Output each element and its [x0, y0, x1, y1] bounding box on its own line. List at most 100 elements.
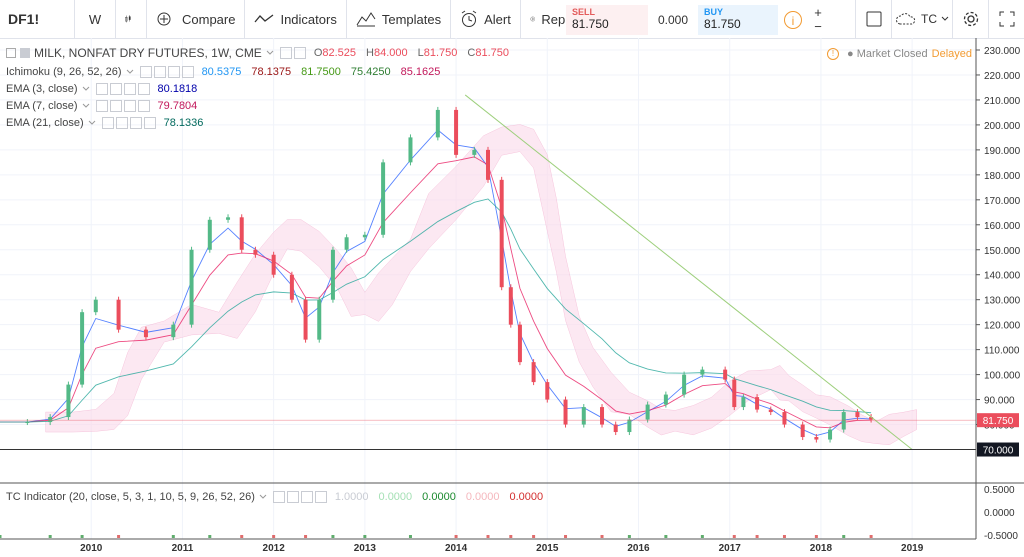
close-value: 81.750: [475, 47, 510, 59]
chevron-down-icon[interactable]: [126, 69, 134, 75]
plus-button[interactable]: +: [814, 5, 822, 20]
ichimoku-buttons[interactable]: [139, 66, 196, 78]
quantity-stepper[interactable]: + −: [810, 6, 826, 34]
candle-body: [755, 397, 760, 410]
cloud-layout-button[interactable]: TC: [891, 0, 952, 38]
price-tick-label: 110.000: [984, 346, 1020, 357]
alert-button[interactable]: Alert: [451, 0, 521, 38]
buy-button[interactable]: BUY 81.750: [698, 5, 778, 35]
time-axis[interactable]: 2010 2011 2012 2013 2014 2015 2016 2017 2018 2019: [80, 543, 924, 554]
ema3-buttons[interactable]: [95, 83, 152, 95]
minus-button[interactable]: −: [814, 19, 822, 34]
tc-mark: [532, 535, 536, 538]
indicators-icon: [254, 14, 274, 23]
last-price-label: 81.750: [977, 413, 1019, 428]
main-legend: MILK, NONFAT DRY FUTURES, 1W, CME O 82.52…: [6, 46, 519, 60]
time-tick-label: 2011: [172, 543, 194, 554]
candle-body: [226, 217, 231, 220]
time-tick-label: 2018: [810, 543, 833, 554]
candlestick-icon: [125, 15, 131, 23]
tc-tick-label: -0.5000: [984, 531, 1018, 542]
time-tick-label: 2015: [536, 543, 559, 554]
candle-body: [563, 399, 568, 425]
candle-body: [472, 149, 477, 155]
ema21-buttons[interactable]: [101, 117, 158, 129]
select-mode-button[interactable]: [855, 0, 891, 38]
candle-body: [48, 417, 53, 423]
chevron-down-icon[interactable]: [82, 86, 90, 92]
legend-buttons[interactable]: [279, 47, 308, 59]
time-tick-label: 2012: [263, 543, 286, 554]
chevron-down-icon[interactable]: [88, 120, 96, 126]
tc-mark: [782, 535, 786, 538]
grid: [0, 38, 976, 539]
candle-body: [581, 407, 586, 425]
tc-mark: [732, 535, 736, 538]
trendline[interactable]: [464, 94, 913, 450]
high-label: H: [366, 47, 374, 59]
tc-mark: [486, 535, 490, 538]
info-icon[interactable]: i: [784, 11, 802, 29]
candle-body: [171, 324, 176, 338]
fullscreen-button[interactable]: [988, 0, 1024, 38]
right-toolbar: TC: [855, 0, 1024, 38]
chevron-down-icon[interactable]: [266, 50, 274, 56]
tc-mark: [454, 535, 458, 538]
candle-body: [682, 374, 687, 395]
compare-plus-icon: [157, 12, 171, 26]
chevron-down-icon[interactable]: [259, 494, 267, 500]
high-value: 84.000: [373, 47, 408, 59]
fullscreen-icon: [999, 11, 1014, 27]
ema21-value: 78.1336: [163, 117, 204, 129]
tc-mark: [208, 535, 212, 538]
compare-button[interactable]: Compare: [147, 0, 246, 38]
symbol-search[interactable]: DF1!: [0, 0, 75, 38]
interval-button[interactable]: W: [75, 0, 116, 38]
price-chart[interactable]: 230.000 220.000 210.000 200.000 190.000 180.0…: [0, 38, 1024, 557]
price-tick-label: 210.000: [984, 96, 1021, 107]
candle-body: [207, 219, 212, 250]
top-toolbar: DF1! W Compare Indicators Templates Aler…: [0, 0, 1024, 39]
candle-body: [627, 419, 632, 433]
candle-body: [253, 249, 258, 255]
price-tick-label: 120.000: [984, 321, 1021, 332]
sell-price: 81.750: [572, 17, 609, 31]
candle-body: [486, 149, 490, 180]
templates-button[interactable]: Templates: [347, 0, 452, 38]
indicators-button[interactable]: Indicators: [245, 0, 347, 38]
time-tick-label: 2014: [445, 543, 468, 554]
price-candles: [25, 106, 874, 443]
candle-body: [545, 382, 550, 400]
ichimoku-legend: Ichimoku (9, 26, 52, 26) 80.5375 78.1375…: [6, 66, 450, 78]
collapse-icon[interactable]: [6, 48, 16, 58]
candle-body: [800, 424, 805, 438]
tc-mark: [363, 535, 367, 538]
tc-axis: 0.5000 0.0000 -0.5000: [984, 485, 1018, 542]
candle-body: [663, 394, 668, 405]
ema7-buttons[interactable]: [95, 100, 152, 112]
chevron-down-icon[interactable]: [82, 103, 90, 109]
tc-indicator-marks: [0, 535, 873, 538]
price-axis[interactable]: 230.000 220.000 210.000 200.000 190.000 180.0…: [976, 46, 1021, 432]
price-tick-label: 140.000: [984, 271, 1021, 282]
candle-body: [508, 287, 513, 325]
tc-mark: [627, 535, 631, 538]
indicators-label: Indicators: [280, 11, 337, 27]
tc-mark: [48, 535, 52, 538]
sell-button[interactable]: SELL 81.750: [566, 5, 648, 35]
warning-icon[interactable]: !: [827, 48, 840, 60]
tc-mark: [117, 535, 121, 538]
candle-style-button[interactable]: [116, 0, 147, 38]
tc-buttons[interactable]: [272, 491, 329, 503]
price-tick-label: 200.000: [984, 121, 1021, 132]
candle-body: [869, 417, 874, 420]
candle-body: [317, 299, 322, 340]
open-value: 82.525: [322, 47, 357, 59]
tc-mark: [564, 535, 568, 538]
tc-mark: [509, 535, 513, 538]
settings-button[interactable]: [952, 0, 988, 38]
candle-body: [189, 249, 194, 325]
chevron-down-icon: [941, 16, 949, 21]
candle-body: [741, 397, 746, 408]
last-price-value: 81.750: [983, 416, 1014, 427]
